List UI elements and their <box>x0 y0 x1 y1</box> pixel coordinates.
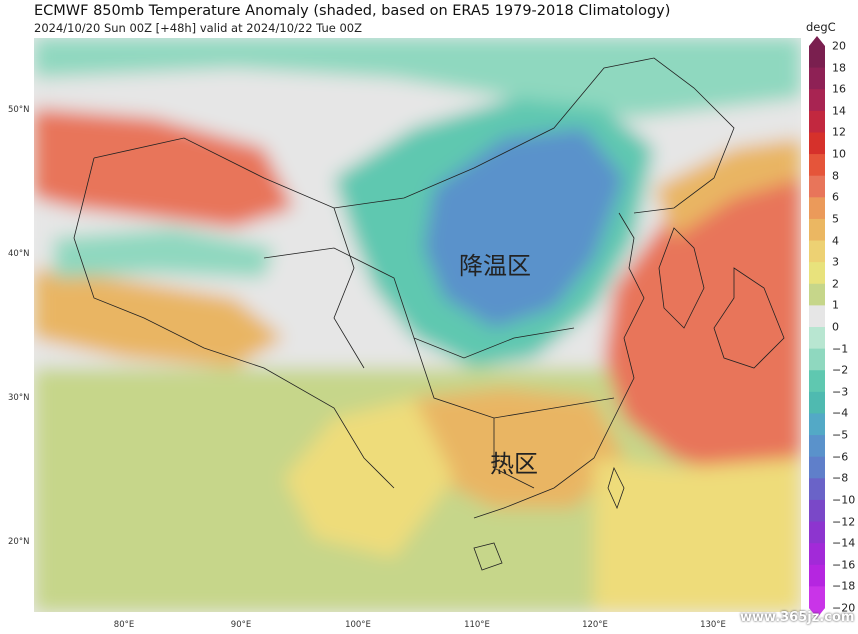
china-west-border <box>73 157 395 489</box>
colorbar-tick-label: 3 <box>832 255 839 269</box>
shade-west-warm-2 <box>34 268 284 368</box>
lat-label-30: 30°N <box>8 393 30 403</box>
colorbar-swatch <box>809 46 825 69</box>
border-lines <box>73 57 785 571</box>
colorbar-tick-label: 14 <box>832 104 846 118</box>
colorbar-swatch <box>809 521 825 544</box>
anomaly-map: 降温区 热区 <box>34 38 801 612</box>
colorbar-swatch <box>809 218 825 242</box>
internal-border-3 <box>333 207 365 369</box>
colorbar-swatch <box>809 370 825 393</box>
colorbar-tick-label: −14 <box>832 536 856 550</box>
korea-outline <box>658 227 705 329</box>
shade-west-cool-strip <box>54 228 274 278</box>
map-shading <box>34 38 801 612</box>
colorbar-tick-label: 18 <box>832 61 846 75</box>
lat-label-40: 40°N <box>8 249 30 259</box>
colorbar-tick-label: −18 <box>832 579 856 593</box>
shade-far-south <box>34 508 334 612</box>
lon-label-80: 80°E <box>113 620 135 630</box>
colorbar-tick-label: 0 <box>832 320 839 334</box>
colorbar-tick-label: −4 <box>832 406 849 420</box>
hot-region-label: 热区 <box>490 450 538 478</box>
colorbar-tick-label: 16 <box>832 82 846 96</box>
shade-south-warm <box>414 388 624 508</box>
lon-label-100: 100°E <box>345 620 371 630</box>
colorbar-tick-label: 10 <box>832 147 846 161</box>
cooling-region-label: 降温区 <box>459 252 531 280</box>
shade-southeast-sea <box>594 458 801 612</box>
colorbar-swatch <box>809 348 825 371</box>
colorbar-tick-label: −16 <box>832 558 856 572</box>
colorbar-swatch <box>809 132 825 155</box>
colorbar-swatch <box>809 262 825 285</box>
colorbar-tick-label: 4 <box>832 234 839 248</box>
colorbar-tick-label: −1 <box>832 342 849 356</box>
colorbar-swatch <box>809 564 825 587</box>
colorbar-swatch <box>809 154 825 177</box>
lat-label-50: 50°N <box>8 105 30 115</box>
chart-subtitle: 2024/10/20 Sun 00Z [+48h] valid at 2024/… <box>34 21 362 35</box>
colorbar-swatch <box>809 197 825 220</box>
colorbar-swatch <box>809 499 825 523</box>
colorbar-swatch <box>809 175 825 198</box>
colorbar-unit: degC <box>806 20 836 34</box>
colorbar-tick-label: −2 <box>832 363 849 377</box>
coastline-east <box>473 212 645 519</box>
colorbar-swatch <box>809 456 825 479</box>
colorbar-swatch <box>809 435 825 458</box>
shade-east-warm-outer <box>654 138 801 238</box>
colorbar-swatch <box>809 283 825 306</box>
colorbar-tick-label: 2 <box>832 277 839 291</box>
colorbar-extend-bottom <box>809 608 825 618</box>
colorbar-tick-label: 5 <box>832 212 839 226</box>
internal-border-4 <box>493 418 535 489</box>
colorbar-swatch <box>809 391 825 414</box>
colorbar-tick-label: −10 <box>832 493 856 507</box>
china-north-border <box>93 57 735 214</box>
watermark: www.365jz.com <box>740 610 855 625</box>
colorbar-tick-label: −5 <box>832 428 849 442</box>
hainan-outline <box>473 542 503 571</box>
shade-west-warm <box>34 108 294 228</box>
colorbar-tick-label: 20 <box>832 39 846 53</box>
colorbar <box>809 36 825 618</box>
shade-east-warm <box>604 158 801 478</box>
colorbar-swatch <box>809 478 825 501</box>
colorbar-tick-label: −20 <box>832 601 856 615</box>
colorbar-tick-label: −3 <box>832 385 849 399</box>
colorbar-swatch <box>809 110 825 133</box>
japan-outline <box>713 267 785 369</box>
lat-label-20: 20°N <box>8 537 30 547</box>
lon-label-130: 130°E <box>700 620 726 630</box>
colorbar-swatch <box>809 67 825 90</box>
colorbar-extend-top <box>809 36 825 46</box>
chart-title: ECMWF 850mb Temperature Anomaly (shaded,… <box>34 3 671 19</box>
colorbar-tick-label: −12 <box>832 515 856 529</box>
lon-label-90: 90°E <box>230 620 252 630</box>
shade-cooling-deep <box>424 128 624 328</box>
lon-label-110: 110°E <box>464 620 490 630</box>
colorbar-tick-label: 6 <box>832 190 839 204</box>
shade-south-yellow <box>284 398 454 558</box>
colorbar-swatch <box>809 586 825 609</box>
colorbar-swatch <box>809 413 825 436</box>
colorbar-swatch <box>809 327 825 350</box>
colorbar-swatch <box>809 240 825 263</box>
colorbar-tick-label: 1 <box>832 298 839 312</box>
colorbar-tick-label: −6 <box>832 450 849 464</box>
colorbar-tick-label: −8 <box>832 471 849 485</box>
colorbar-tick-label: 8 <box>832 169 839 183</box>
lon-label-120: 120°E <box>582 620 608 630</box>
colorbar-tick-label: 12 <box>832 125 846 139</box>
colorbar-swatch <box>809 89 825 112</box>
colorbar-swatch <box>809 543 825 566</box>
taiwan-outline <box>607 466 625 510</box>
shade-north-cool <box>34 38 801 118</box>
colorbar-swatch <box>809 305 825 328</box>
